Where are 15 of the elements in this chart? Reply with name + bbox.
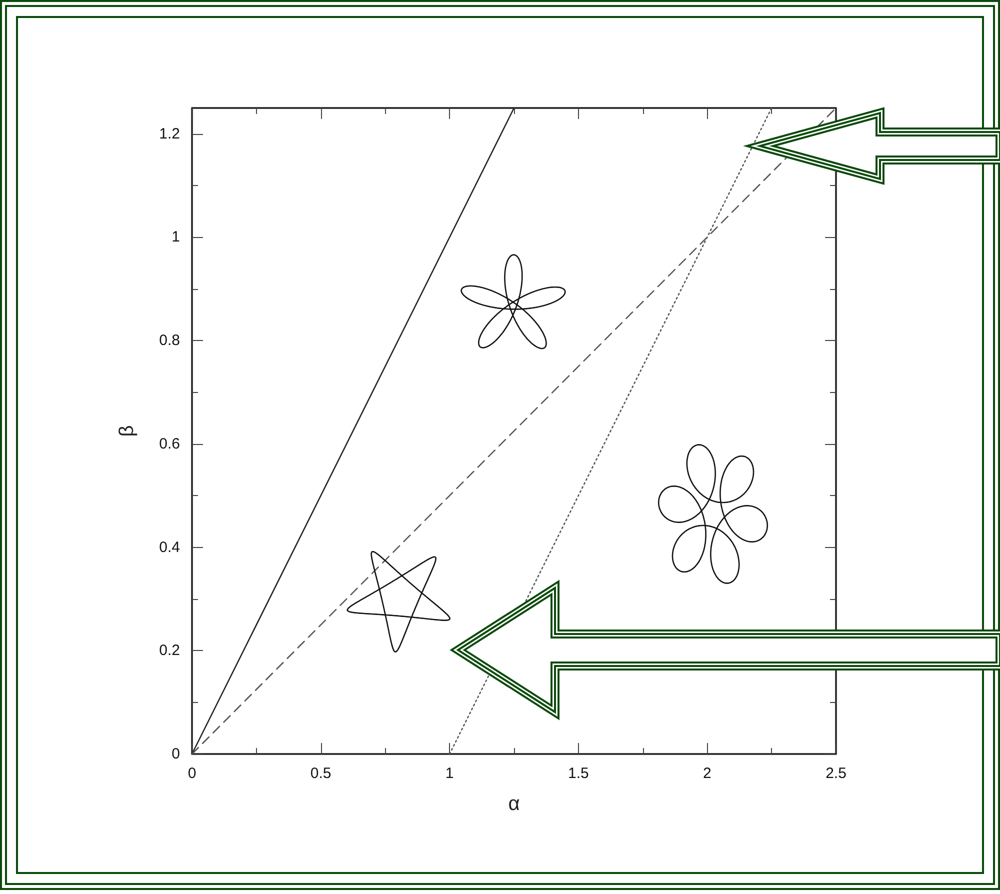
x-tick-label: 2	[703, 765, 712, 782]
y-tick-label: 1	[172, 228, 180, 246]
x-tick-label: 2.5	[826, 765, 846, 782]
y-axis-title: β	[116, 425, 138, 437]
x-tick-label: 0.5	[310, 765, 332, 782]
y-tick-label: 0.6	[159, 435, 180, 452]
x-axis-title: α	[508, 793, 520, 815]
y-tick-label: 0.4	[159, 538, 180, 556]
x-tick-label: 1	[445, 765, 454, 782]
y-tick-label: 0	[172, 746, 180, 762]
y-tick-label: 0.8	[159, 332, 180, 350]
x-tick-label: 0	[188, 765, 196, 782]
x-tick-label: 1.5	[568, 765, 589, 782]
y-tick-label: 0.2	[159, 642, 180, 660]
y-tick-label: 1.2	[159, 125, 180, 142]
